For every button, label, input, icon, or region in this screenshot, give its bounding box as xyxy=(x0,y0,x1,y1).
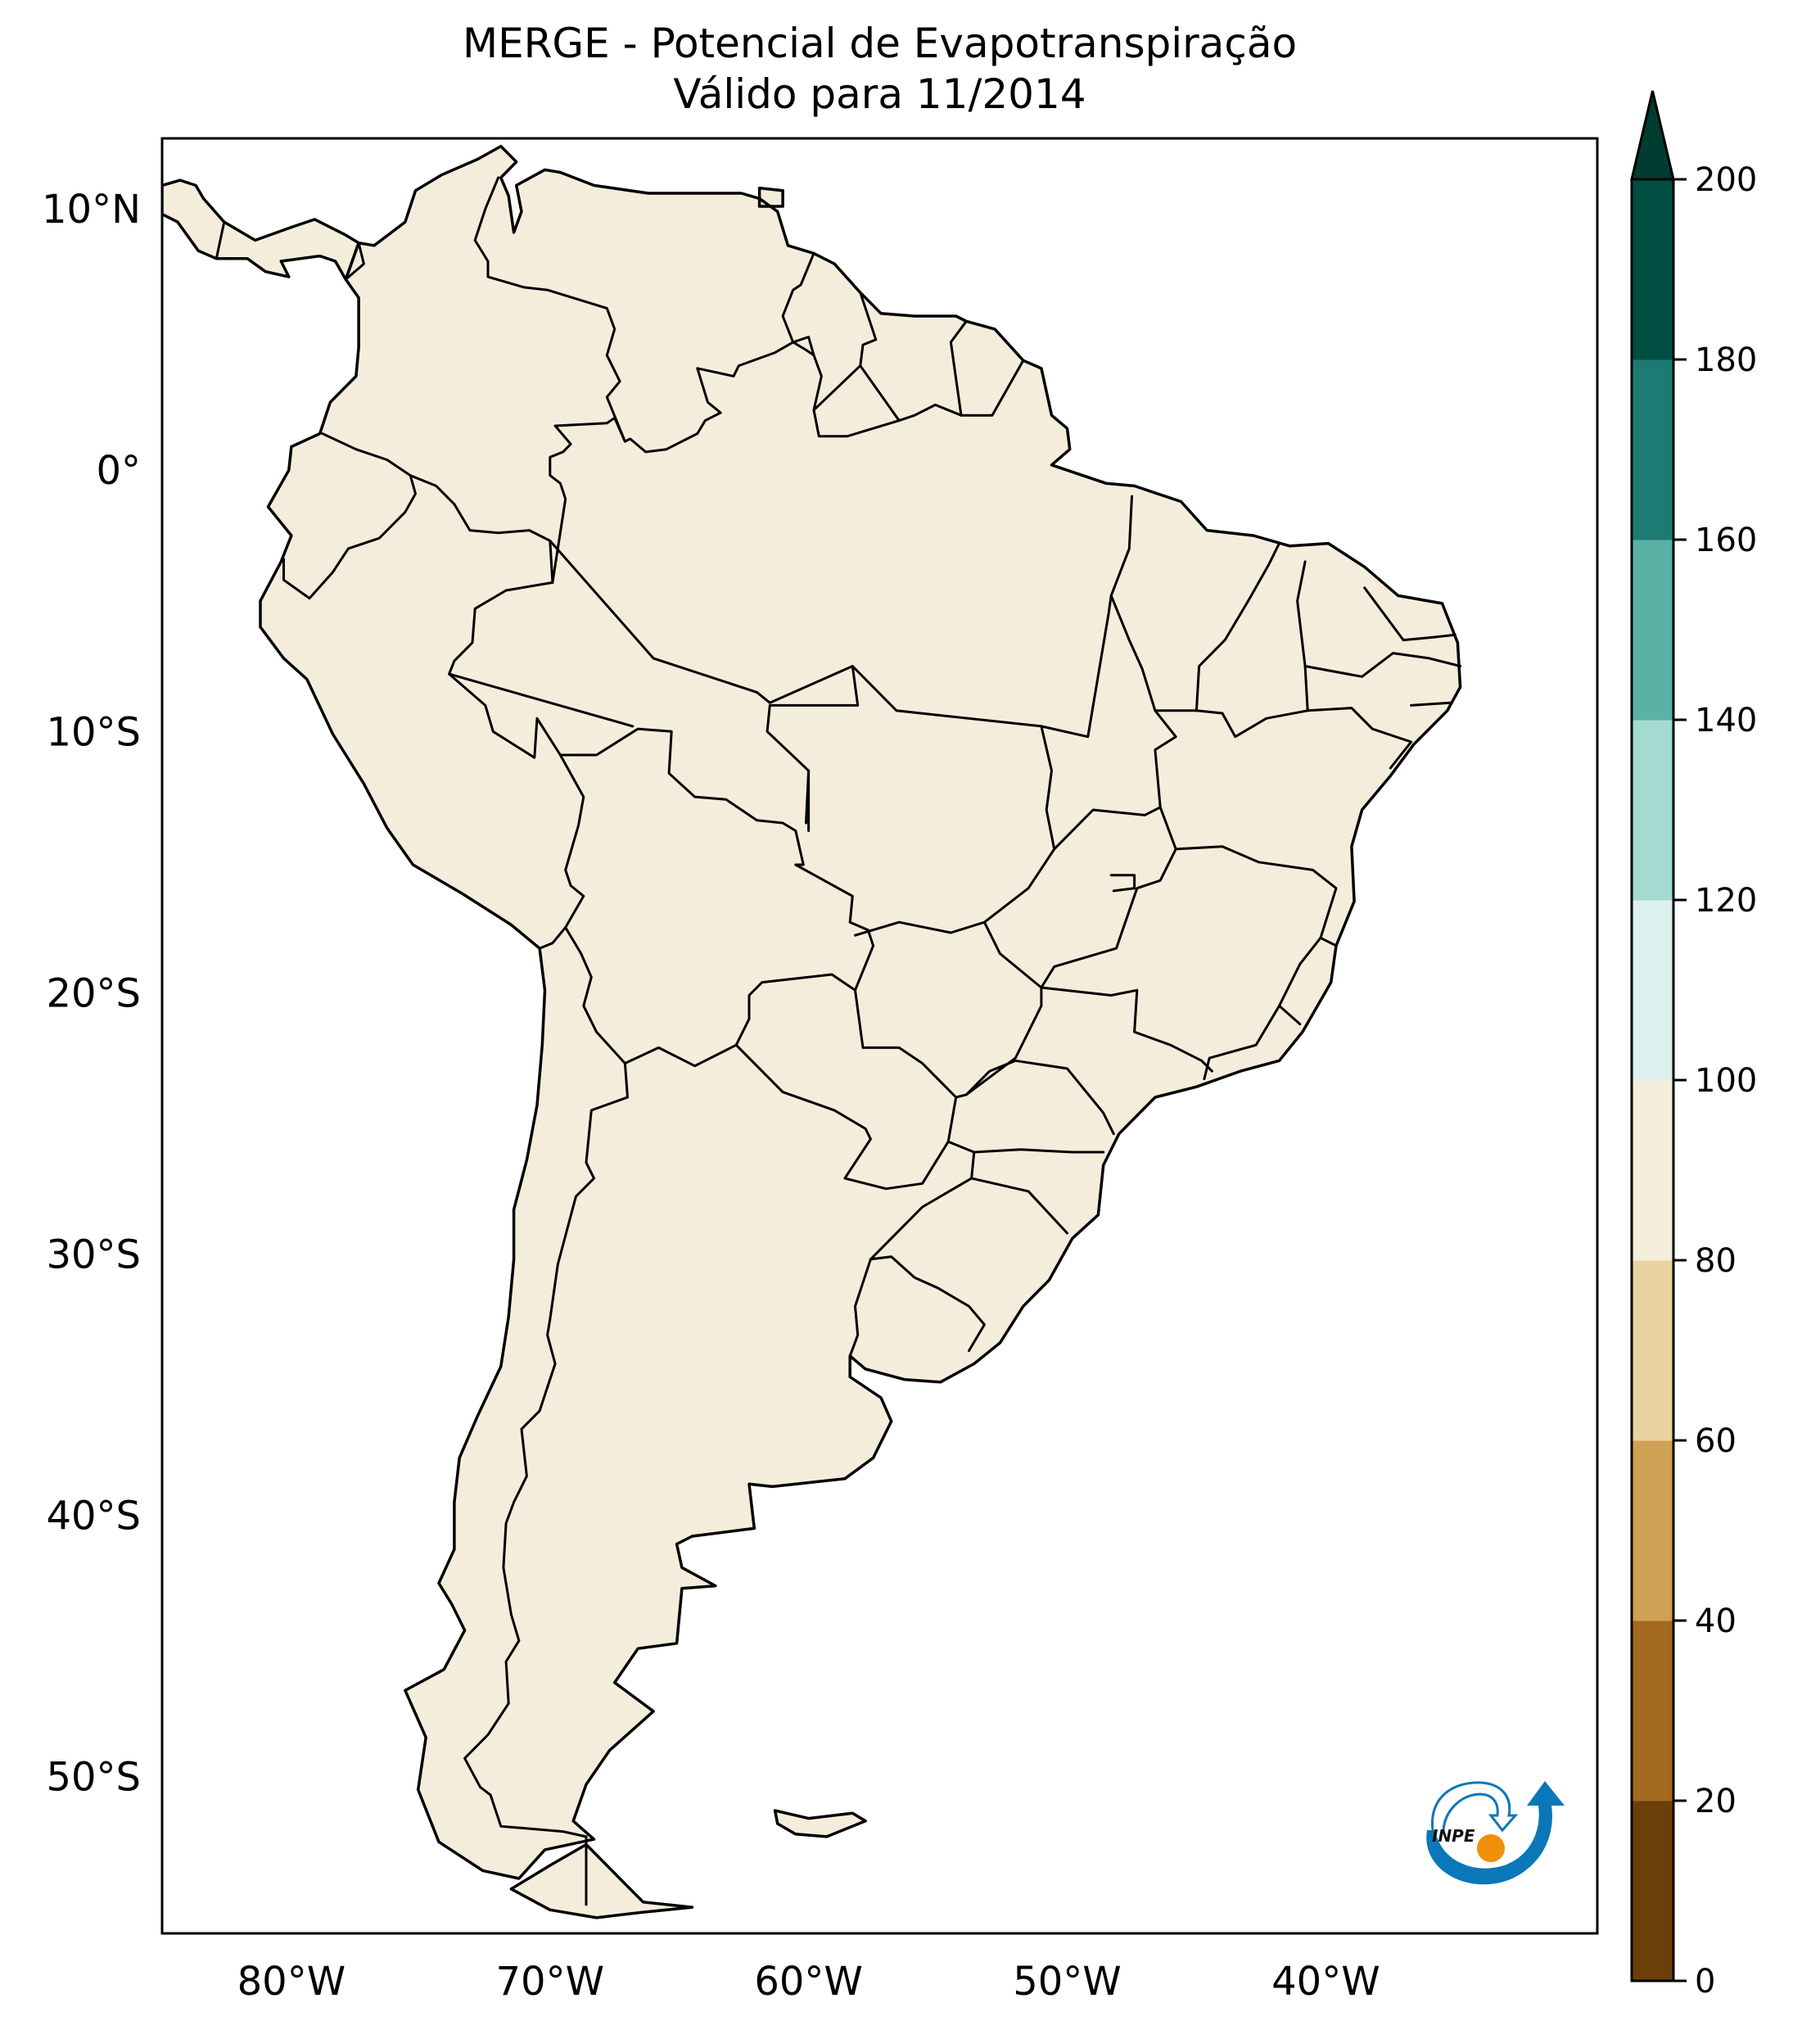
coastline xyxy=(259,144,1462,1880)
logo-sun-icon xyxy=(1477,1834,1505,1862)
country-border xyxy=(792,341,815,357)
x-tick-label: 40°W xyxy=(1271,1959,1380,2005)
colorbar-tick-label: 20 xyxy=(1695,1783,1736,1820)
country-border xyxy=(851,665,1043,728)
colorbar-tick-label: 60 xyxy=(1695,1422,1736,1460)
y-tick-label: 0° xyxy=(96,448,141,494)
colorbar-tick-label: 160 xyxy=(1695,522,1757,559)
title-line-2: Válido para 11/2014 xyxy=(673,70,1086,118)
y-tick-label: 50°S xyxy=(46,1755,141,1801)
country-border xyxy=(1410,701,1452,707)
country-border xyxy=(1296,560,1309,712)
title-line-1: MERGE - Potencial de Evapotranspiração xyxy=(462,20,1298,67)
country-border xyxy=(1154,707,1374,739)
colorbar-tick-label: 200 xyxy=(1695,161,1757,199)
country-border xyxy=(473,176,815,454)
country-border xyxy=(1203,1004,1280,1081)
country-border xyxy=(215,220,226,260)
coastlines xyxy=(162,144,1462,1919)
colorbar-extend-arrow xyxy=(1630,90,1675,181)
country-border xyxy=(982,725,1056,924)
colorbar-tick-label: 140 xyxy=(1695,702,1757,739)
logo-loop-icon xyxy=(1430,1781,1519,1833)
country-border xyxy=(805,769,811,825)
country-border xyxy=(282,432,417,600)
land-polygon xyxy=(162,180,359,280)
colorbar-tick-label: 40 xyxy=(1695,1603,1736,1640)
map-frame xyxy=(160,137,1599,1935)
country-border xyxy=(859,291,968,423)
country-border xyxy=(970,1177,1068,1235)
chart-title: MERGE - Potencial de Evapotranspiração V… xyxy=(162,18,1597,120)
colorbar-tick-label: 180 xyxy=(1695,341,1757,379)
country-border xyxy=(973,1148,1105,1154)
logo-text: INPE xyxy=(1432,1826,1475,1846)
country-border xyxy=(409,474,554,584)
country-border xyxy=(1371,727,1413,770)
colorbar-segment xyxy=(1632,179,1673,360)
x-tick-label: 60°W xyxy=(754,1959,863,2005)
country-border xyxy=(854,920,1043,1099)
colorbar-tick-label: 80 xyxy=(1695,1242,1736,1280)
colorbar-segment xyxy=(1632,1440,1673,1621)
country-border xyxy=(869,1140,986,1352)
x-tick-label: 50°W xyxy=(1013,1959,1122,2005)
country-border xyxy=(1278,936,1322,1026)
colorbar-tick-label: 120 xyxy=(1695,882,1757,920)
country-border xyxy=(463,1062,629,1838)
country-borders xyxy=(215,176,1462,1906)
country-border xyxy=(964,1059,1115,1136)
y-tick-label: 10°S xyxy=(46,709,141,755)
y-tick-label: 40°S xyxy=(46,1494,141,1539)
longitude-ticks: 80°W 70°W 60°W 50°W 40°W xyxy=(237,1959,1380,2005)
inpe-logo: INPE xyxy=(1426,1781,1565,1885)
country-border xyxy=(344,242,365,281)
coastline xyxy=(509,1842,694,1919)
logo-swoosh-icon xyxy=(1426,1781,1565,1885)
land-base-fill xyxy=(162,146,1461,1918)
country-border xyxy=(564,926,856,1068)
country-border xyxy=(848,1258,872,1358)
coastline xyxy=(773,1809,867,1838)
country-border xyxy=(549,416,626,584)
country-border xyxy=(734,988,958,1191)
colorbar-segment xyxy=(1632,1801,1673,1982)
coastline xyxy=(757,186,784,208)
colorbar-tick-label: 100 xyxy=(1695,1062,1757,1100)
colorbar-tick-label: 0 xyxy=(1695,1963,1715,2001)
x-tick-label: 70°W xyxy=(496,1959,605,2005)
country-border xyxy=(1109,874,1136,893)
map-plot-area xyxy=(162,144,1462,1919)
country-border xyxy=(1303,652,1462,678)
land-polygon xyxy=(260,146,1461,1879)
country-border xyxy=(1363,586,1456,642)
colorbar-segment xyxy=(1632,1080,1673,1261)
colorbar-segment xyxy=(1632,1260,1673,1441)
y-tick-label: 20°S xyxy=(46,970,141,1016)
coastline xyxy=(162,179,360,282)
country-border xyxy=(1040,495,1133,739)
x-tick-label: 80°W xyxy=(237,1959,346,2005)
latitude-ticks: 10°N 0° 10°S 20°S 30°S 40°S 50°S xyxy=(42,187,141,1801)
country-border xyxy=(812,364,901,438)
y-tick-label: 30°S xyxy=(46,1232,141,1277)
y-tick-label: 10°N xyxy=(42,187,141,233)
country-border xyxy=(448,672,635,728)
country-border xyxy=(558,727,875,992)
country-border xyxy=(448,581,585,950)
colorbar-segment xyxy=(1632,900,1673,1081)
colorbar-segment xyxy=(1632,359,1673,540)
colorbar: 0 20 40 60 80 100 120 140 160 180 200 xyxy=(1630,90,1757,2001)
country-border xyxy=(1040,986,1213,1073)
colorbar-segment xyxy=(1632,1621,1673,1802)
country-border xyxy=(1195,542,1280,712)
country-border xyxy=(960,359,1025,417)
colorbar-segment xyxy=(1632,540,1673,721)
country-border xyxy=(1040,806,1177,989)
colorbar-segment xyxy=(1632,720,1673,901)
